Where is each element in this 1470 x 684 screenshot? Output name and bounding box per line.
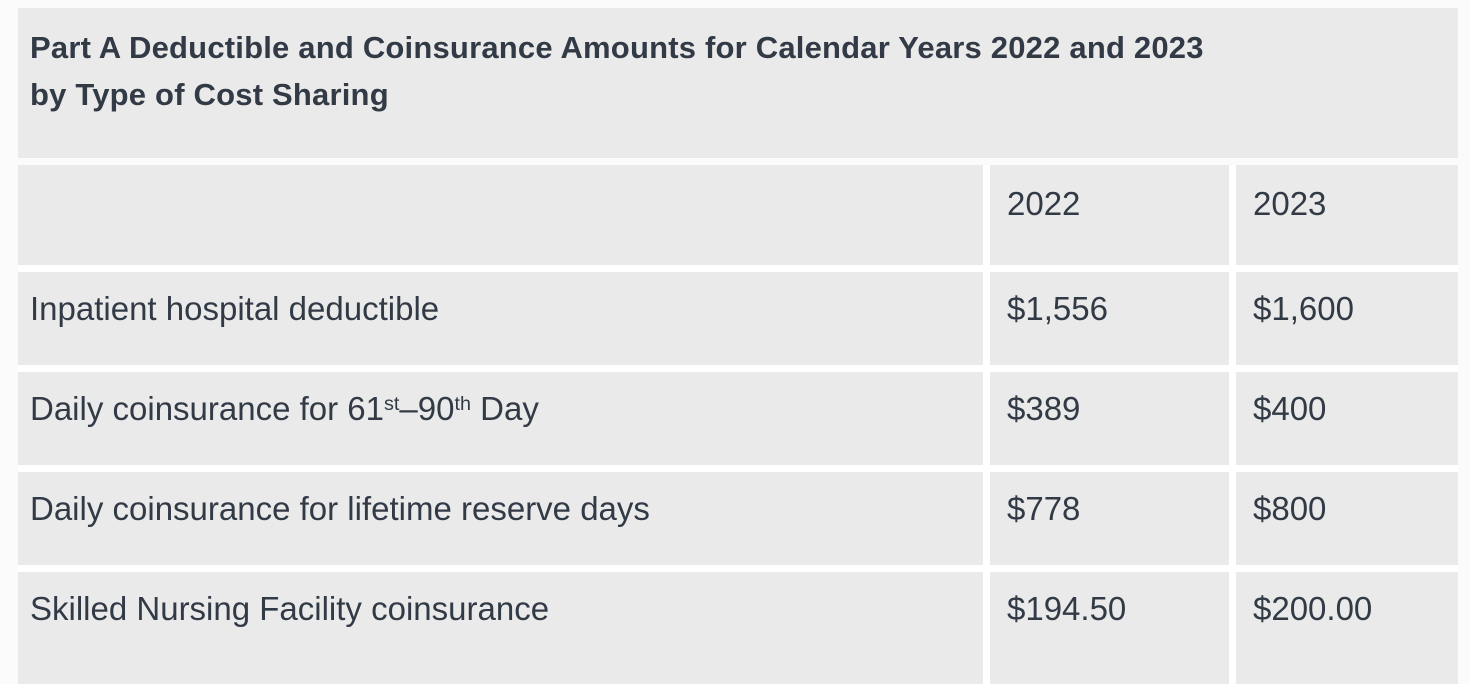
header-2023: 2023 [1229,165,1458,265]
row-label: Inpatient hospital deductible [18,265,983,365]
table-row-lifetime-reserve: Daily coinsurance for lifetime reserve d… [18,465,1458,565]
table-row-daily-coinsurance-61-90: Daily coinsurance for 61st–90th Day $389… [18,365,1458,465]
value-2023: $800 [1229,465,1458,565]
ordinal-superscript: th [454,392,471,415]
value-2022: $1,556 [983,265,1229,365]
value-2022: $389 [983,365,1229,465]
value-2022: $194.50 [983,565,1229,684]
header-2022: 2022 [983,165,1229,265]
value-2023: $400 [1229,365,1458,465]
value-2022: $778 [983,465,1229,565]
cost-sharing-table: 2022 2023 Inpatient hospital deductible … [18,165,1458,684]
value-2023: $1,600 [1229,265,1458,365]
table-row-inpatient-deductible: Inpatient hospital deductible $1,556 $1,… [18,265,1458,365]
row-label: Skilled Nursing Facility coinsurance [18,565,983,684]
header-empty-cell [18,165,983,265]
ordinal-superscript: st [384,392,400,415]
table-title-line1: Part A Deductible and Coinsurance Amount… [30,30,1204,65]
table-row-snf-coinsurance: Skilled Nursing Facility coinsurance $19… [18,565,1458,684]
header-row: 2022 2023 [18,165,1458,265]
table-title-line2: by Type of Cost Sharing [30,77,389,112]
cost-sharing-table-container: Part A Deductible and Coinsurance Amount… [18,8,1458,684]
value-2023: $200.00 [1229,565,1458,684]
table-title: Part A Deductible and Coinsurance Amount… [18,8,1458,158]
row-label: Daily coinsurance for 61st–90th Day [18,365,983,465]
row-label: Daily coinsurance for lifetime reserve d… [18,465,983,565]
